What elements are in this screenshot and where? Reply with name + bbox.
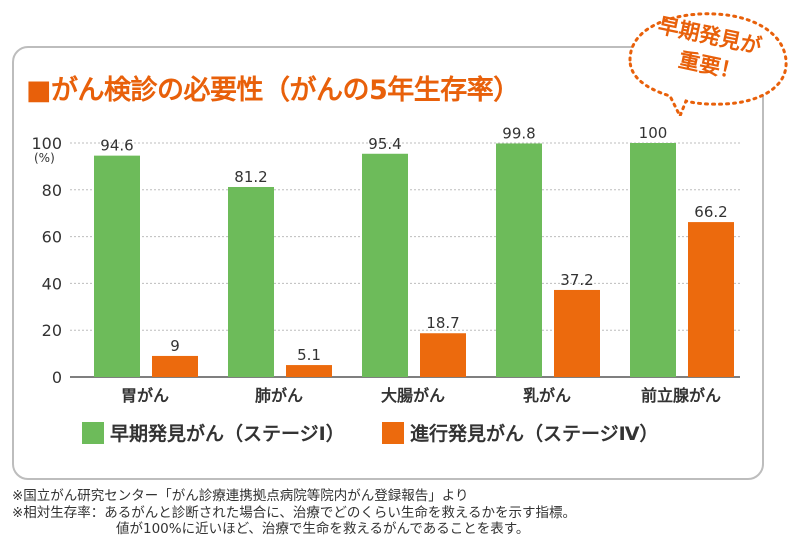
data-label: 9 <box>170 337 180 355</box>
bar-early <box>228 186 274 377</box>
y-tick-label: 80 <box>42 181 62 200</box>
legend-swatch-advanced <box>382 421 404 444</box>
category-label: 大腸がん <box>381 386 445 405</box>
data-label: 81.2 <box>234 168 267 186</box>
bar-advanced <box>554 289 600 377</box>
bar-advanced <box>420 333 466 377</box>
data-label: 37.2 <box>560 271 593 289</box>
category-label: 胃がん <box>121 386 169 405</box>
bar-early <box>94 155 140 377</box>
bar-advanced <box>688 222 734 377</box>
data-label: 18.7 <box>426 314 459 332</box>
y-tick-label: 100 <box>31 134 62 153</box>
bar-early <box>496 143 542 377</box>
data-label: 100 <box>639 124 668 142</box>
data-label: 94.6 <box>100 137 133 155</box>
bar-early <box>362 153 408 377</box>
legend-label-advanced: 進行発見がん（ステージⅣ） <box>410 423 659 445</box>
speech-bubble <box>628 12 788 116</box>
legend-advanced: 進行発見がん（ステージⅣ） <box>382 419 659 446</box>
legend-early: 早期発見がん（ステージⅠ） <box>82 419 345 446</box>
bar-early <box>630 143 676 377</box>
y-tick-label: 0 <box>52 368 62 387</box>
y-tick-label: 60 <box>42 228 62 247</box>
data-label: 95.4 <box>368 135 401 153</box>
category-label: 前立腺がん <box>641 386 721 405</box>
y-tick-label: 20 <box>42 321 62 340</box>
definition-note-cont: 値が100%に近いほど、治療で生命を救えるがんであることを表す。 <box>116 521 530 537</box>
definition-note: ※相対生存率：あるがんと診断された場合に、治療でどのくらい生命を救えるかを示す指… <box>12 505 577 521</box>
y-tick-label: 40 <box>42 274 62 293</box>
chart-title: ■がん検診の必要性（がんの5年生存率） <box>26 75 520 106</box>
bar-advanced <box>152 355 198 377</box>
bar-advanced <box>286 365 332 377</box>
data-label: 5.1 <box>297 346 321 364</box>
y-unit-label: (%) <box>34 151 55 165</box>
source-note: ※国立がん研究センター「がん診療連携拠点病院等院内がん登録報告」より <box>12 488 469 504</box>
data-label: 66.2 <box>694 203 727 221</box>
data-label: 99.8 <box>502 124 535 142</box>
category-label: 肺がん <box>255 386 303 405</box>
legend-label-early: 早期発見がん（ステージⅠ） <box>110 423 345 445</box>
category-label: 乳がん <box>523 386 571 405</box>
legend-swatch-early <box>82 421 104 444</box>
